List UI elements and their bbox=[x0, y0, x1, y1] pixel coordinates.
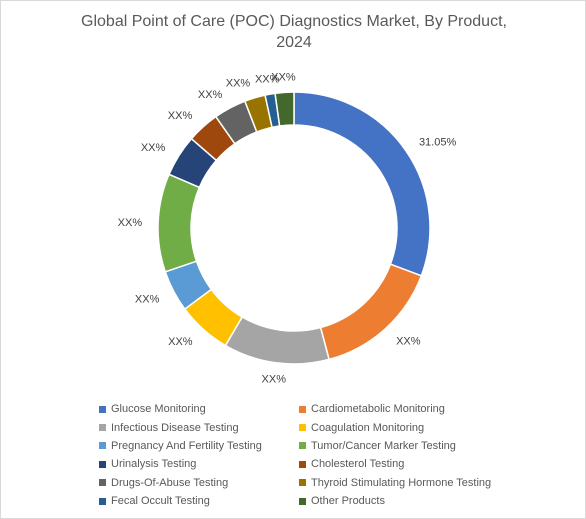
data-label-thyroid-stimulating-hormone-testing: XX% bbox=[226, 77, 251, 89]
donut-chart: 31.05%XX%XX%XX%XX%XX%XX%XX%XX%XX% XX%XX% bbox=[118, 71, 457, 385]
legend-item-coagulation-monitoring: Coagulation Monitoring bbox=[299, 418, 539, 436]
legend-swatch bbox=[299, 497, 306, 505]
data-label-cholesterol-testing: XX% bbox=[168, 110, 193, 122]
legend-swatch bbox=[99, 460, 106, 468]
legend-label: Cholesterol Testing bbox=[311, 458, 405, 471]
legend-swatch bbox=[299, 442, 306, 450]
data-label-cardiometabolic-monitoring: XX% bbox=[396, 336, 421, 348]
legend-label: Glucose Monitoring bbox=[111, 403, 206, 416]
data-label-tumor-cancer-marker-testing: XX% bbox=[118, 217, 143, 229]
legend-label: Infectious Disease Testing bbox=[111, 421, 239, 434]
legend-item-other-products: Other Products bbox=[299, 492, 539, 510]
legend-swatch bbox=[99, 497, 106, 505]
legend-label: Drugs-Of-Abuse Testing bbox=[111, 476, 229, 489]
legend-label: Pregnancy And Fertility Testing bbox=[111, 439, 262, 452]
slice-infectious-disease-testing bbox=[224, 315, 331, 365]
legend-label: Tumor/Cancer Marker Testing bbox=[311, 439, 456, 452]
chart-title-line-2: 2024 bbox=[276, 34, 312, 51]
chart-title-line-1: Global Point of Care (POC) Diagnostics M… bbox=[81, 13, 507, 30]
legend-item-fecal-occult-testing: Fecal Occult Testing bbox=[99, 492, 299, 510]
legend-label: Thyroid Stimulating Hormone Testing bbox=[311, 476, 492, 489]
data-label-fecal-occult-testing: XX% bbox=[255, 73, 280, 85]
legend-swatch bbox=[99, 442, 106, 450]
legend-item-cardiometabolic-monitoring: Cardiometabolic Monitoring bbox=[299, 400, 539, 418]
data-label-urinalysis-testing: XX% bbox=[141, 142, 166, 154]
legend-label: Cardiometabolic Monitoring bbox=[311, 403, 445, 416]
slice-tumor-cancer-marker-testing bbox=[157, 173, 201, 273]
slice-other-products bbox=[274, 91, 295, 127]
legend-item-urinalysis-testing: Urinalysis Testing bbox=[99, 455, 299, 473]
legend-item-pregnancy-and-fertility-testing: Pregnancy And Fertility Testing bbox=[99, 437, 299, 455]
legend-item-glucose-monitoring: Glucose Monitoring bbox=[99, 400, 299, 418]
legend-item-infectious-disease-testing: Infectious Disease Testing bbox=[99, 418, 299, 436]
legend-swatch bbox=[99, 405, 106, 413]
legend-swatch bbox=[99, 424, 106, 432]
chart-title: Global Point of Care (POC) Diagnostics M… bbox=[41, 11, 547, 53]
legend-label: Coagulation Monitoring bbox=[311, 421, 425, 434]
legend-item-tumor-cancer-marker-testing: Tumor/Cancer Marker Testing bbox=[299, 437, 539, 455]
chart-legend: Glucose Monitoring Cardiometabolic Monito… bbox=[99, 400, 539, 510]
legend-item-thyroid-stimulating-hormone-testing: Thyroid Stimulating Hormone Testing bbox=[299, 474, 539, 492]
legend-item-cholesterol-testing: Cholesterol Testing bbox=[299, 455, 539, 473]
legend-label: Urinalysis Testing bbox=[111, 458, 197, 471]
data-label-other-products: XX% bbox=[271, 71, 296, 83]
data-label-infectious-disease-testing: XX% bbox=[262, 374, 287, 386]
data-label-coagulation-monitoring: XX% bbox=[168, 336, 193, 348]
donut-slices bbox=[157, 91, 431, 365]
legend-swatch bbox=[299, 405, 306, 413]
data-label-glucose-monitoring: 31.05% bbox=[419, 136, 457, 148]
data-labels: 31.05%XX%XX%XX%XX%XX%XX%XX%XX%XX% XX%XX% bbox=[118, 71, 457, 385]
legend-item-drugs-of-abuse-testing: Drugs-Of-Abuse Testing bbox=[99, 474, 299, 492]
data-label-drugs-of-abuse-testing: XX% bbox=[198, 89, 223, 101]
legend-swatch bbox=[99, 479, 106, 487]
data-label-pregnancy-and-fertility-testing: XX% bbox=[135, 294, 160, 306]
legend-swatch bbox=[299, 460, 306, 468]
legend-swatch bbox=[299, 479, 306, 487]
slice-glucose-monitoring bbox=[293, 91, 431, 277]
legend-label: Fecal Occult Testing bbox=[111, 495, 210, 508]
legend-label: Other Products bbox=[311, 495, 385, 508]
legend-swatch bbox=[299, 424, 306, 432]
